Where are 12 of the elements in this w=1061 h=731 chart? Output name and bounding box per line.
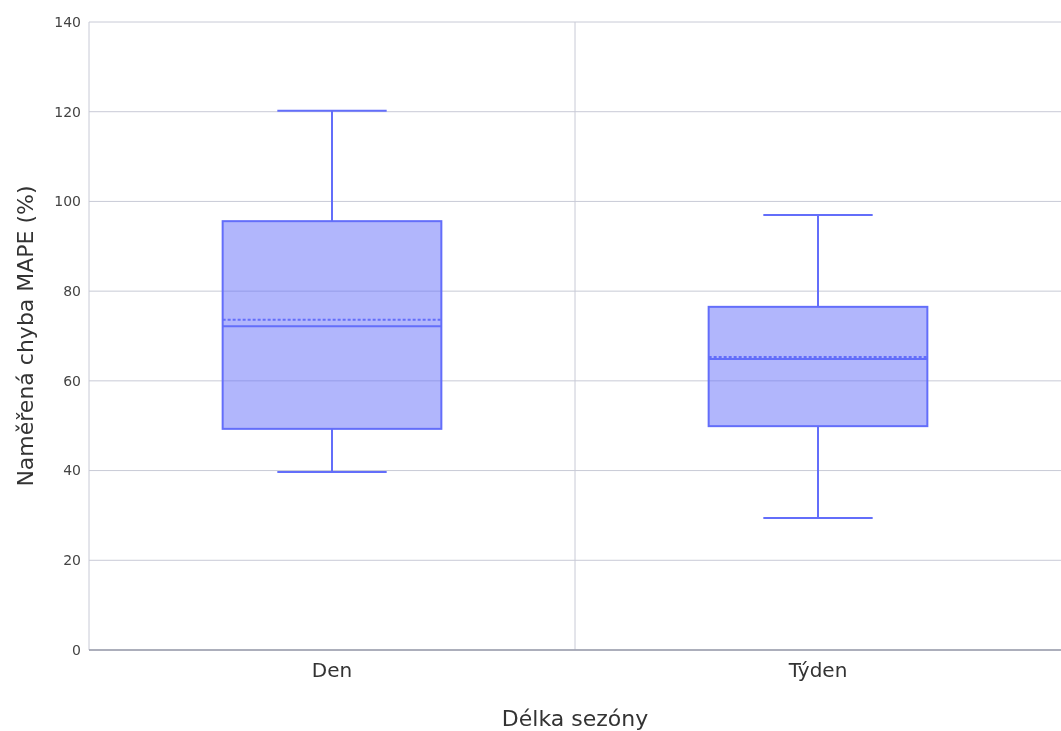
x-axis-title: Délka sezóny [501,706,649,731]
y-tick-label: 100 [54,193,81,210]
y-axis-title: Naměřená chyba MAPE (%) [13,185,38,487]
y-tick-label: 140 [54,13,81,30]
x-tick-label: Den [311,658,353,682]
y-tick-label: 120 [54,103,81,120]
y-tick-label: 20 [63,552,81,569]
y-tick-label: 40 [63,462,81,479]
y-tick-label: 60 [63,372,81,389]
y-tick-label: 80 [63,283,81,300]
y-tick-label: 0 [72,641,81,658]
x-tick-label: Týden [787,658,848,682]
